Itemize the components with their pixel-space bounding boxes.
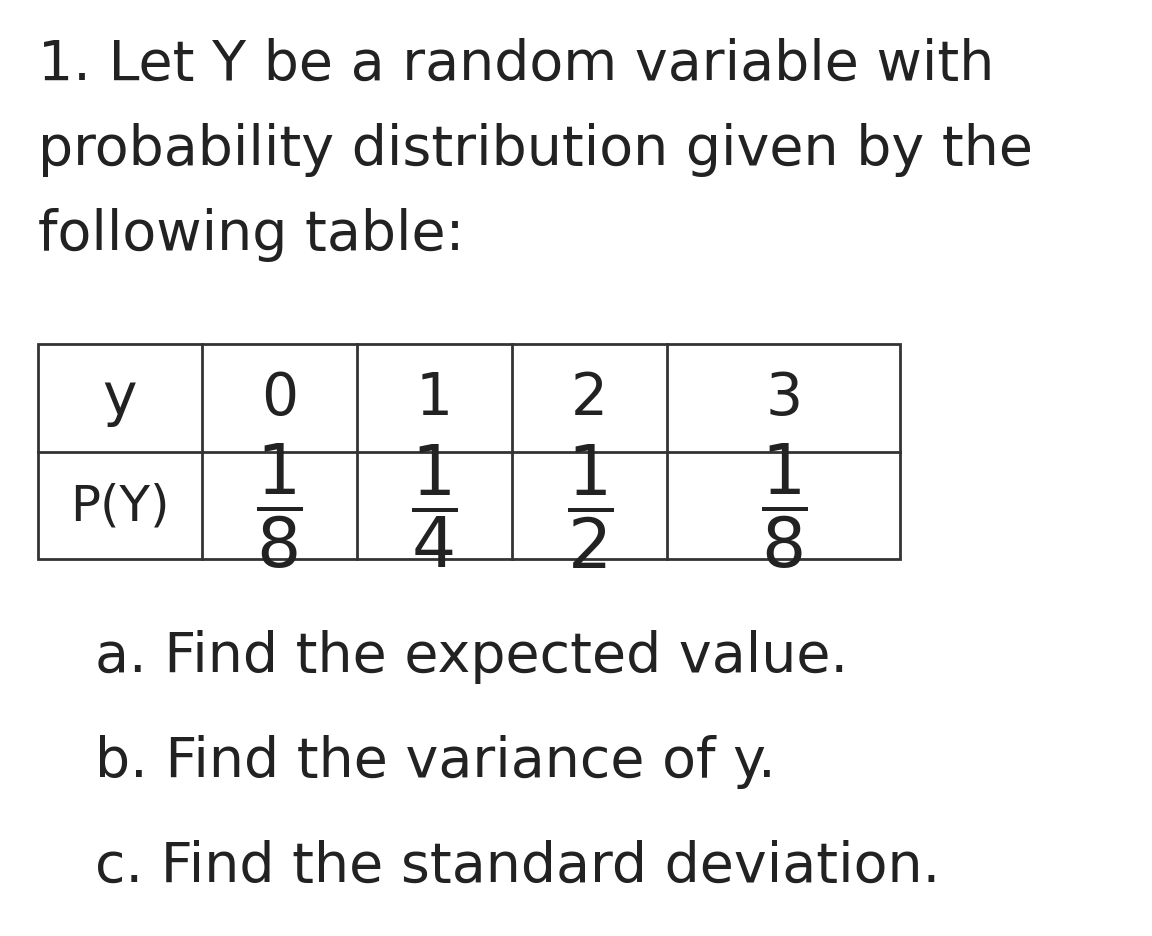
Text: $\dfrac{1}{4}$: $\dfrac{1}{4}$: [411, 442, 457, 569]
Text: 3: 3: [765, 370, 802, 427]
Text: probability distribution given by the: probability distribution given by the: [38, 123, 1033, 177]
Text: c. Find the standard deviation.: c. Find the standard deviation.: [94, 839, 940, 893]
Text: $\dfrac{1}{2}$: $\dfrac{1}{2}$: [567, 442, 613, 570]
Text: 1: 1: [416, 370, 453, 427]
Text: following table:: following table:: [38, 208, 464, 262]
Text: $\dfrac{1}{8}$: $\dfrac{1}{8}$: [256, 441, 303, 570]
Text: 0: 0: [260, 370, 298, 427]
Text: a. Find the expected value.: a. Find the expected value.: [94, 629, 848, 683]
Bar: [38, 344, 900, 560]
Text: P(Y): P(Y): [70, 482, 169, 530]
Text: y: y: [103, 370, 137, 427]
Text: $\dfrac{1}{8}$: $\dfrac{1}{8}$: [760, 441, 806, 570]
Text: b. Find the variance of y.: b. Find the variance of y.: [94, 734, 775, 788]
Text: 2: 2: [571, 370, 608, 427]
Text: 1. Let Y be a random variable with: 1. Let Y be a random variable with: [38, 38, 994, 92]
